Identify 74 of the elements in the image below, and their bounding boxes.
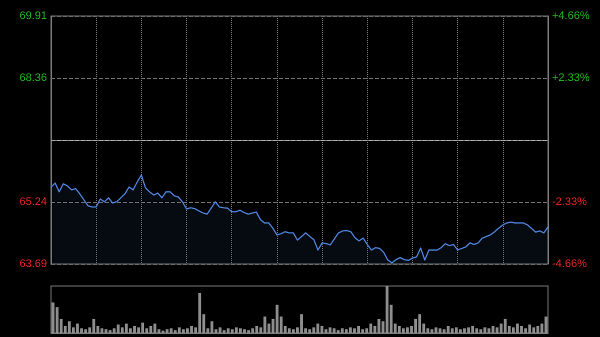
bar [528, 324, 532, 333]
bar [458, 329, 462, 333]
bar [402, 328, 405, 333]
bar [68, 321, 71, 333]
bar [544, 316, 548, 333]
bar [463, 328, 466, 333]
bar [434, 327, 438, 333]
y-tick-label: 68.36 [19, 72, 47, 84]
bar [344, 329, 348, 333]
bar [353, 328, 356, 333]
bar [357, 326, 360, 333]
bar [251, 328, 254, 333]
bar [512, 327, 515, 333]
bar [108, 330, 112, 333]
bar [190, 326, 193, 333]
bar [320, 326, 324, 333]
bar [438, 328, 442, 333]
bar [300, 314, 303, 333]
bar [222, 330, 226, 333]
bar [520, 326, 523, 333]
bar [52, 302, 54, 333]
bar [76, 324, 79, 333]
y-tick-label: 65.24 [19, 196, 47, 208]
bar [430, 329, 434, 333]
y2-tick-label: -4.66% [552, 258, 588, 270]
bar [141, 322, 144, 333]
bar [234, 327, 238, 333]
bar [104, 329, 108, 333]
bar [483, 327, 486, 333]
bar [496, 327, 499, 333]
y2-tick-label: +4.66% [552, 10, 590, 22]
bar [336, 330, 340, 333]
bar [386, 286, 389, 333]
bar [210, 321, 214, 333]
bar [479, 329, 482, 333]
bar [133, 326, 136, 333]
bar [153, 324, 156, 333]
bar [316, 324, 320, 333]
bar [247, 330, 250, 333]
y-tick-label: 63.69 [19, 258, 47, 270]
bar [182, 329, 185, 333]
bar [406, 327, 409, 333]
bar [328, 327, 332, 333]
bar [174, 330, 177, 333]
y-tick-label: 69.91 [19, 10, 47, 22]
bar [332, 328, 336, 333]
bar [218, 327, 222, 333]
bar [324, 329, 328, 333]
y2-tick-label: +2.33% [552, 72, 590, 84]
bar [239, 328, 242, 333]
bar [361, 329, 364, 333]
bar [308, 329, 312, 333]
bar [230, 329, 234, 333]
bar [378, 318, 380, 333]
bar [348, 327, 352, 333]
bar [84, 329, 88, 333]
bar [454, 327, 458, 333]
bar [112, 328, 116, 333]
bar [292, 329, 295, 333]
bar [492, 326, 494, 333]
bar [276, 304, 279, 333]
bar [263, 316, 266, 333]
bar [524, 328, 528, 333]
y2-tick-label: -2.33% [552, 196, 588, 208]
bar [442, 329, 446, 333]
bar [467, 327, 470, 333]
bar [471, 326, 474, 333]
bar [186, 328, 189, 333]
bar [516, 324, 519, 333]
bar [243, 329, 246, 333]
bar [166, 329, 169, 333]
bar [124, 324, 128, 333]
bar [100, 328, 104, 333]
bar [488, 328, 490, 333]
